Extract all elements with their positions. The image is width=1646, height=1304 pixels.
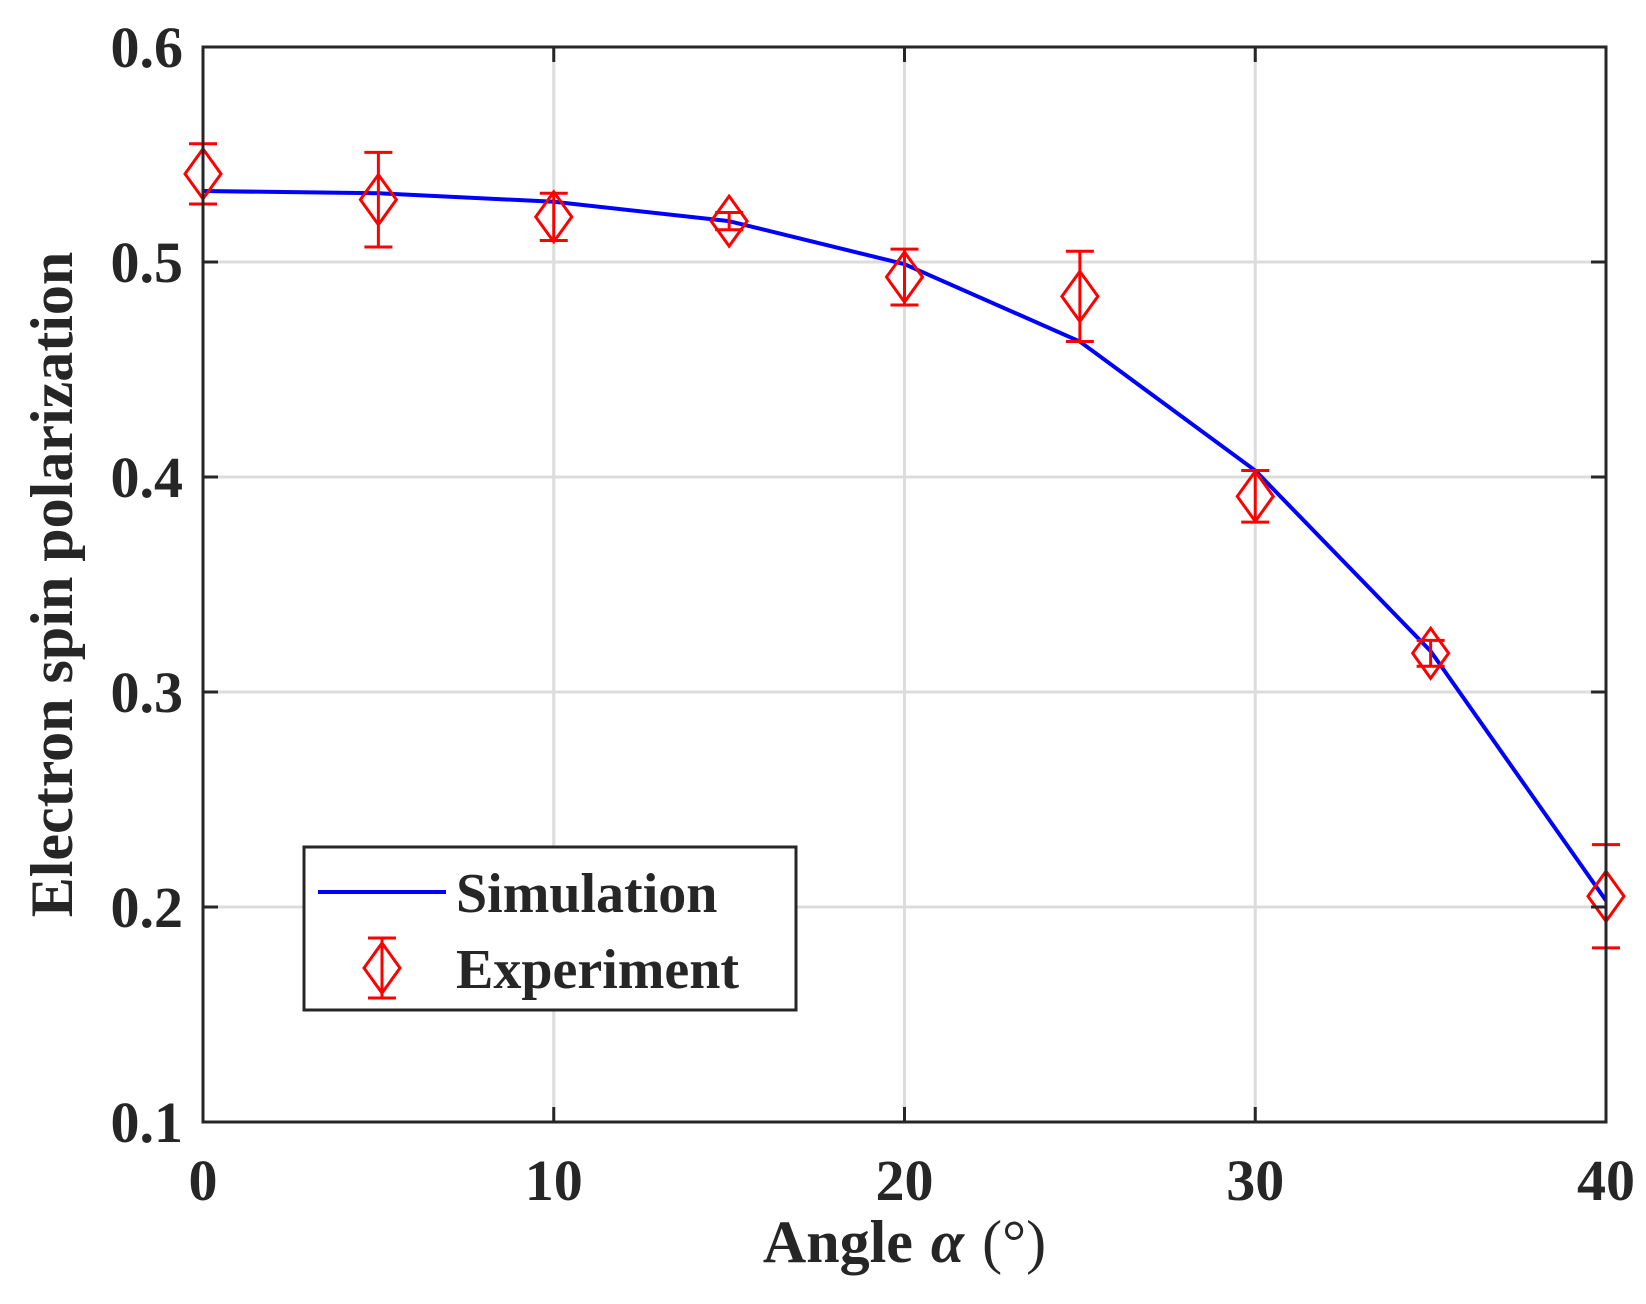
x-tick-label: 10 (525, 1148, 583, 1213)
experiment-marker (1410, 625, 1451, 681)
legend-simulation-label: Simulation (456, 863, 717, 925)
legend-experiment-label: Experiment (456, 939, 739, 1001)
experiment-point (884, 247, 925, 307)
legend-diamond-marker (362, 940, 402, 996)
experiment-marker (1235, 468, 1276, 524)
axis-ticks (201, 45, 1608, 1124)
x-axis-label-text: Angle (763, 1209, 913, 1275)
y-tick-label: 0.6 (111, 15, 184, 80)
experiment-point (1060, 249, 1100, 344)
y-axis-label: Electron spin polarization (19, 252, 85, 918)
x-axis-label-symbol: α (931, 1209, 965, 1275)
experiment-point (1410, 625, 1451, 681)
y-tick-label: 0.1 (111, 1090, 184, 1155)
x-tick-label: 40 (1577, 1148, 1635, 1213)
experiment-point (709, 193, 749, 249)
y-tick-label: 0.2 (111, 875, 184, 940)
x-tick-label: 0 (189, 1148, 218, 1213)
experiment-marker (1060, 268, 1100, 324)
x-tick-label: 30 (1226, 1148, 1284, 1213)
experiment-point (1235, 468, 1276, 524)
experiment-point (533, 189, 574, 245)
y-tick-label: 0.5 (111, 230, 184, 295)
experiment-marker (533, 189, 574, 245)
experiment-point (358, 150, 399, 249)
y-tick-label: 0.4 (111, 445, 184, 510)
experiment-marker (358, 172, 399, 228)
legend-experiment-swatch (362, 936, 402, 1000)
y-tick-label: 0.3 (111, 660, 184, 725)
legend: Simulation Experiment (302, 845, 798, 1012)
tick-labels: 0 10 20 30 40 0.1 0.2 0.3 0.4 0.5 0.6 (111, 15, 1636, 1213)
x-axis-label-unit: (°) (982, 1209, 1046, 1275)
x-tick-label: 20 (876, 1148, 934, 1213)
legend-box (302, 845, 798, 1012)
experiment-marker (884, 249, 925, 305)
experiment-marker (709, 193, 749, 249)
x-axis-label: Angle α (°) (763, 1209, 1046, 1275)
